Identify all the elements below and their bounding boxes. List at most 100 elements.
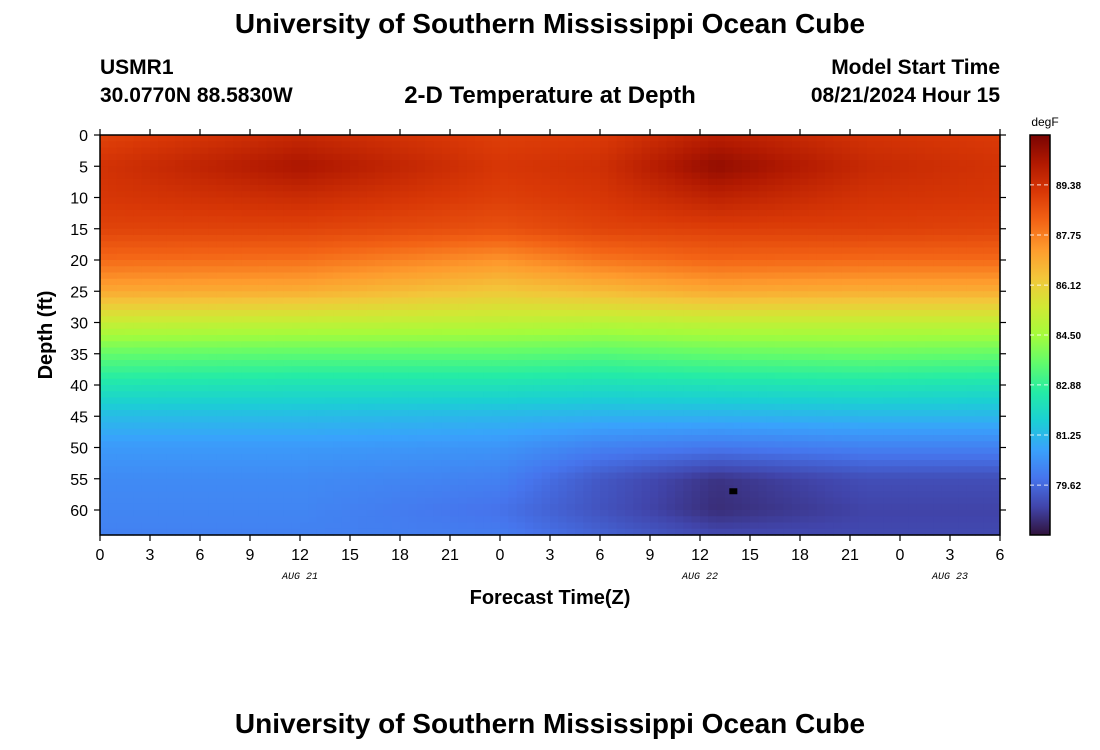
heatmap-cell: [658, 216, 668, 224]
heatmap-cell: [733, 478, 743, 486]
heatmap-cell: [500, 203, 509, 211]
heatmap-cell: [741, 472, 751, 480]
heatmap-cell: [233, 428, 243, 436]
heatmap-cell: [525, 410, 534, 417]
heatmap-cell: [341, 297, 351, 305]
heatmap-cell: [116, 135, 126, 142]
heatmap-cell: [683, 335, 693, 342]
heatmap-cell: [500, 360, 509, 367]
heatmap-cell: [458, 378, 468, 386]
heatmap-cell: [308, 278, 318, 286]
heatmap-cell: [641, 360, 651, 367]
heatmap-cell: [300, 178, 309, 186]
heatmap-cell: [741, 222, 751, 230]
heatmap-cell: [433, 191, 443, 199]
heatmap-cell: [200, 528, 209, 536]
heatmap-cell: [358, 385, 368, 392]
heatmap-cell: [275, 397, 284, 405]
heatmap-cell: [258, 235, 268, 242]
heatmap-cell: [466, 447, 476, 455]
heatmap-cell: [158, 178, 168, 186]
heatmap-cell: [475, 172, 484, 180]
heatmap-cell: [716, 460, 726, 467]
heatmap-cell: [558, 160, 568, 167]
heatmap-cell: [325, 366, 334, 374]
heatmap-cell: [266, 435, 276, 442]
heatmap-cell: [200, 360, 209, 367]
heatmap-cell: [466, 260, 476, 267]
heatmap-cell: [266, 478, 276, 486]
heatmap-cell: [275, 322, 284, 330]
heatmap-cell: [441, 378, 451, 386]
heatmap-cell: [625, 166, 634, 174]
heatmap-cell: [266, 216, 276, 224]
heatmap-cell: [716, 135, 726, 142]
heatmap-cell: [666, 147, 676, 155]
heatmap-cell: [233, 328, 243, 336]
heatmap-cell: [250, 185, 259, 192]
heatmap-cell: [208, 485, 218, 492]
heatmap-cell: [233, 416, 243, 424]
heatmap-cell: [466, 403, 476, 411]
heatmap-cell: [108, 322, 118, 330]
heatmap-cell: [508, 310, 518, 317]
heatmap-cell: [700, 322, 709, 330]
heatmap-cell: [366, 322, 376, 330]
heatmap-cell: [141, 466, 151, 474]
heatmap-cell: [725, 253, 734, 261]
heatmap-cell: [425, 397, 434, 405]
heatmap-cell: [450, 278, 459, 286]
heatmap-cell: [575, 447, 584, 455]
heatmap-cell: [458, 160, 468, 167]
heatmap-cell: [100, 310, 109, 317]
heatmap-cell: [425, 278, 434, 286]
heatmap-cell: [383, 166, 393, 174]
heatmap-cell: [508, 410, 518, 417]
heatmap-cell: [475, 310, 484, 317]
heatmap-cell: [733, 166, 743, 174]
heatmap-cell: [708, 416, 718, 424]
heatmap-cell: [500, 260, 509, 267]
heatmap-cell: [600, 303, 609, 311]
heatmap-cell: [216, 278, 226, 286]
heatmap-cell: [641, 153, 651, 161]
heatmap-cell: [525, 322, 534, 330]
heatmap-cell: [616, 272, 626, 280]
heatmap-cell: [425, 266, 434, 274]
heatmap-cell: [166, 522, 176, 530]
heatmap-cell: [466, 522, 476, 530]
heatmap-cell: [208, 322, 218, 330]
heatmap-cell: [233, 516, 243, 524]
heatmap-cell: [183, 435, 193, 442]
heatmap-cell: [658, 491, 668, 499]
heatmap-cell: [350, 378, 359, 386]
heatmap-cell: [433, 528, 443, 536]
heatmap-cell: [533, 178, 543, 186]
heatmap-cell: [675, 291, 684, 299]
heatmap-cell: [550, 322, 559, 330]
heatmap-cell: [716, 366, 726, 374]
heatmap-cell: [666, 503, 676, 511]
heatmap-cell: [375, 303, 384, 311]
heatmap-cell: [258, 378, 268, 386]
heatmap-cell: [641, 391, 651, 399]
heatmap-cell: [175, 297, 184, 305]
heatmap-cell: [150, 291, 159, 299]
heatmap-cell: [741, 510, 751, 517]
heatmap-cell: [466, 291, 476, 299]
heatmap-cell: [116, 372, 126, 380]
heatmap-cell: [225, 397, 234, 405]
heatmap-cell: [491, 278, 501, 286]
heatmap-cell: [150, 435, 159, 442]
heatmap-cell: [125, 147, 134, 155]
heatmap-cell: [550, 241, 559, 249]
heatmap-cell: [725, 291, 734, 299]
heatmap-cell: [208, 216, 218, 224]
heatmap-cell: [183, 310, 193, 317]
heatmap-cell: [433, 335, 443, 342]
heatmap-cell: [675, 191, 684, 199]
heatmap-cell: [616, 328, 626, 336]
heatmap-cell: [508, 391, 518, 399]
heatmap-cell: [700, 147, 709, 155]
heatmap-cell: [458, 522, 468, 530]
